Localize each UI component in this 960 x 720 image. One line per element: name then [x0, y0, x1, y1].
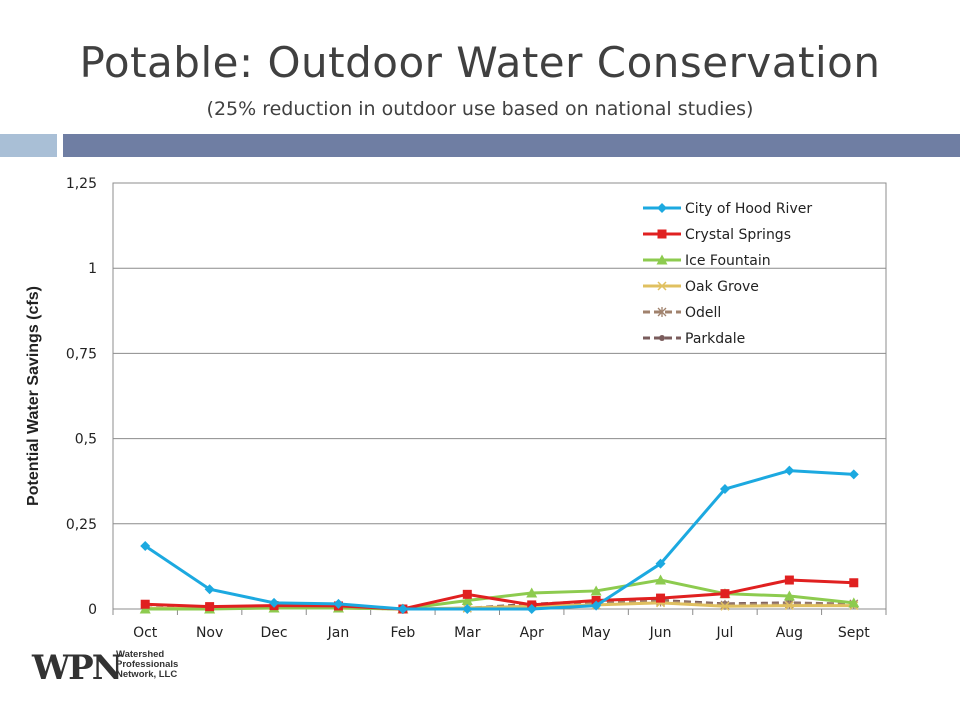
- data-point: [526, 604, 537, 614]
- series-line: [145, 578, 854, 611]
- y-tick-label: 0,75: [66, 346, 97, 362]
- x-tick-label: Apr: [520, 625, 544, 641]
- data-point: [591, 595, 601, 605]
- data-point: [849, 578, 859, 588]
- data-point: [205, 602, 215, 612]
- plot-area: [112, 182, 887, 610]
- data-point: [848, 597, 860, 608]
- data-point: [397, 604, 408, 614]
- legend-label: Oak Grove: [685, 279, 759, 295]
- data-point: [720, 589, 730, 599]
- x-tick-label: Jul: [716, 625, 734, 641]
- data-point: [461, 594, 473, 605]
- accent-bar-right: [63, 134, 960, 157]
- legend-label: Parkdale: [685, 331, 745, 347]
- legend-marker: [656, 254, 668, 265]
- x-tick-label: Nov: [196, 625, 223, 641]
- data-point: [848, 469, 859, 480]
- logo-line-3: Network, LLC: [116, 669, 178, 680]
- x-tick-label: Oct: [133, 625, 158, 641]
- logo-line-1: Watershed: [116, 649, 165, 660]
- legend-marker: [657, 307, 667, 317]
- data-point: [784, 465, 795, 476]
- y-tick-label: 0,25: [66, 517, 97, 533]
- logo-text: Watershed Professionals Network, LLC: [116, 650, 178, 680]
- data-point: [656, 593, 666, 603]
- accent-bar-left: [0, 134, 57, 157]
- data-point: [784, 601, 794, 611]
- data-point: [140, 599, 150, 609]
- logo-line-2: Professionals: [116, 659, 179, 670]
- data-point: [204, 584, 215, 595]
- series-line: [145, 578, 854, 611]
- x-tick-label: Dec: [260, 625, 287, 641]
- series-line: [144, 469, 854, 611]
- y-tick-label: 1: [88, 261, 97, 277]
- legend-label: Odell: [685, 305, 721, 321]
- x-tick-label: Sept: [838, 625, 870, 641]
- slide-title: Potable: Outdoor Water Conservation: [79, 38, 881, 87]
- data-point: [719, 484, 730, 495]
- legend-marker: [657, 281, 667, 291]
- data-point: [590, 585, 602, 596]
- x-tick-label: Mar: [454, 625, 481, 641]
- wpn-logo: WPN Watershed Professionals Network, LLC: [32, 648, 192, 692]
- data-point: [655, 574, 667, 585]
- data-point: [720, 601, 730, 611]
- legend-label: City of Hood River: [685, 201, 812, 217]
- legend-marker: [657, 229, 667, 239]
- data-point: [783, 590, 795, 601]
- y-tick-label: 0,5: [75, 432, 97, 448]
- data-point: [140, 540, 151, 551]
- data-point: [462, 589, 472, 599]
- y-axis-label: Potential Water Savings (cfs): [25, 286, 42, 506]
- data-point: [269, 597, 280, 608]
- x-tick-label: Feb: [390, 625, 415, 641]
- x-tick-label: May: [582, 625, 611, 641]
- data-point: [333, 598, 344, 609]
- data-point: [462, 604, 473, 614]
- x-tick-label: Jan: [327, 625, 350, 641]
- legend-marker: [657, 203, 667, 213]
- slide-subtitle: (25% reduction in outdoor use based on n…: [206, 98, 754, 120]
- x-tick-label: Jun: [649, 625, 672, 641]
- data-point: [526, 587, 538, 598]
- y-tick-label: 1,25: [66, 176, 97, 192]
- data-point: [784, 575, 794, 585]
- data-point: [655, 558, 666, 569]
- y-tick-label: 0: [88, 602, 97, 618]
- data-point: [591, 600, 602, 611]
- logo-mark: WPN: [32, 648, 123, 688]
- legend-label: Crystal Springs: [685, 227, 791, 243]
- legend-marker: [659, 335, 665, 341]
- x-tick-label: Aug: [776, 625, 803, 641]
- legend-label: Ice Fountain: [685, 253, 771, 269]
